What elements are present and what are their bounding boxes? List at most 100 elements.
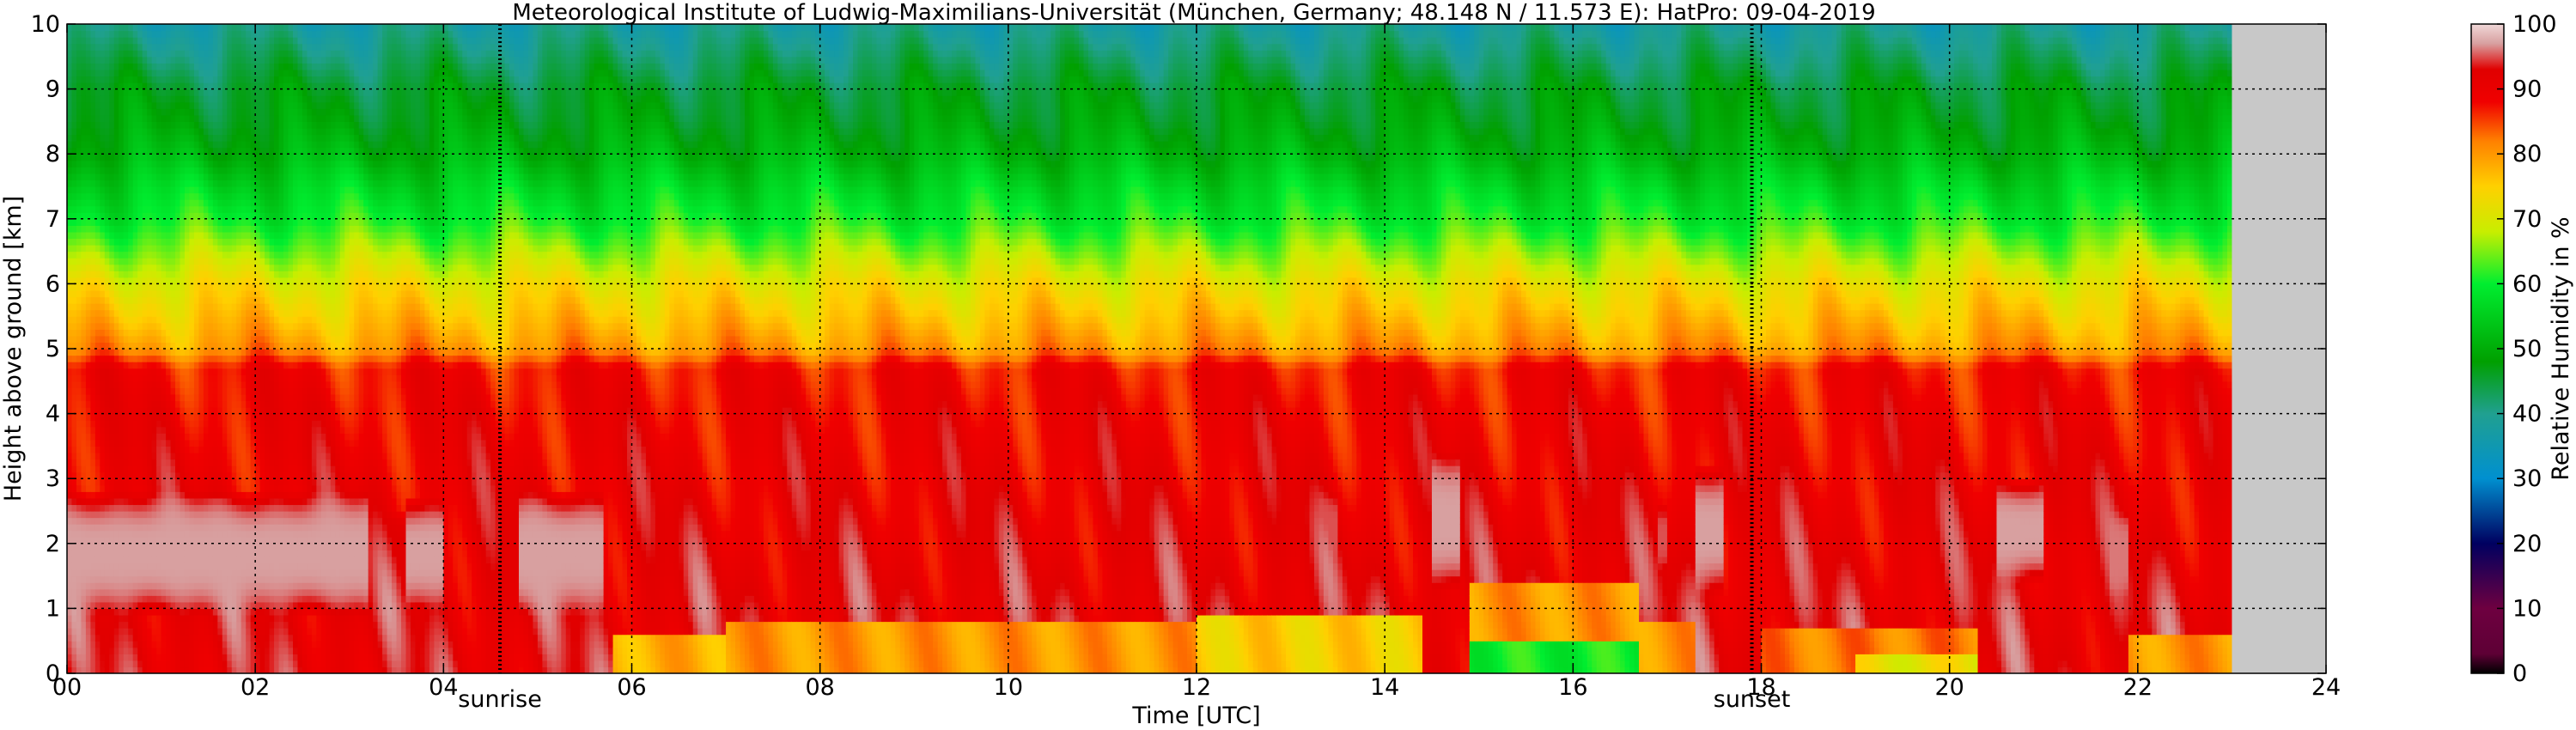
heatmap-cell	[76, 380, 82, 388]
heatmap-cell	[297, 289, 303, 298]
heatmap-cell	[151, 491, 157, 499]
heatmap-cell	[203, 621, 209, 629]
heatmap-cell	[147, 452, 153, 460]
heatmap-cell	[71, 309, 77, 317]
heatmap-cell	[203, 335, 209, 344]
heatmap-cell	[113, 511, 119, 519]
heatmap-cell	[109, 433, 115, 441]
heatmap-cell	[100, 355, 106, 362]
heatmap-cell	[222, 127, 228, 136]
heatmap-cell	[265, 37, 271, 45]
heatmap-cell	[246, 30, 252, 38]
heatmap-cell	[241, 497, 247, 506]
heatmap-cell	[236, 413, 242, 421]
heatmap-cell	[265, 251, 271, 259]
heatmap-cell	[94, 329, 100, 337]
heatmap-cell	[119, 199, 125, 207]
heatmap-cell	[104, 433, 110, 441]
heatmap-cell	[161, 134, 167, 142]
heatmap-cell	[193, 563, 200, 570]
heatmap-cell	[184, 413, 191, 421]
heatmap-cell	[128, 218, 134, 226]
heatmap-cell	[151, 575, 157, 583]
heatmap-cell	[147, 556, 153, 564]
heatmap-cell	[67, 349, 73, 356]
heatmap-cell	[278, 478, 284, 486]
heatmap-cell	[255, 121, 261, 129]
heatmap-cell	[175, 524, 181, 532]
heatmap-cell	[156, 329, 162, 337]
heatmap-cell	[142, 517, 148, 525]
heatmap-cell	[123, 575, 129, 583]
heatmap-cell	[231, 192, 237, 200]
heatmap-cell	[217, 329, 223, 337]
heatmap-cell	[137, 271, 143, 278]
heatmap-cell	[217, 582, 223, 590]
heatmap-cell	[166, 43, 172, 51]
heatmap-cell	[161, 101, 167, 109]
heatmap-cell	[198, 511, 204, 519]
heatmap-cell	[236, 368, 242, 375]
heatmap-cell	[113, 231, 119, 240]
heatmap-cell	[193, 647, 200, 654]
heatmap-cell	[132, 303, 138, 311]
heatmap-cell	[255, 258, 261, 265]
heatmap-cell	[198, 289, 204, 298]
heatmap-cell	[241, 296, 247, 304]
heatmap-cell	[259, 478, 265, 486]
heatmap-cell	[208, 225, 214, 233]
heatmap-cell	[67, 37, 73, 45]
heatmap-cell	[283, 114, 289, 122]
heatmap-cell	[274, 614, 280, 623]
heatmap-cell	[81, 88, 87, 96]
heatmap-cell	[293, 393, 299, 402]
heatmap-cell	[113, 76, 119, 83]
heatmap-cell	[132, 478, 138, 486]
heatmap-cell	[274, 101, 280, 109]
heatmap-cell	[85, 497, 91, 506]
heatmap-cell	[227, 628, 233, 636]
heatmap-cell	[222, 387, 228, 395]
heatmap-cell	[227, 491, 233, 499]
heatmap-cell	[222, 231, 228, 240]
heatmap-cell	[274, 231, 280, 240]
heatmap-cell	[278, 543, 284, 551]
heatmap-cell	[175, 199, 181, 207]
heatmap-cell	[81, 478, 87, 486]
heatmap-cell	[161, 264, 167, 271]
heatmap-cell	[142, 634, 148, 642]
heatmap-cell	[128, 433, 134, 441]
heatmap-cell	[269, 134, 275, 142]
heatmap-cell	[166, 205, 172, 213]
heatmap-cell	[142, 225, 148, 233]
heatmap-cell	[227, 647, 233, 654]
heatmap-cell	[100, 484, 106, 492]
heatmap-cell	[151, 362, 157, 369]
heatmap-cell	[222, 446, 228, 453]
heatmap-cell	[76, 238, 82, 246]
heatmap-cell	[113, 296, 119, 304]
heatmap-cell	[208, 264, 214, 271]
heatmap-cell	[166, 654, 172, 661]
heatmap-cell	[278, 24, 284, 32]
heatmap-cell	[67, 108, 73, 116]
heatmap-cell	[142, 69, 148, 77]
heatmap-cell	[109, 251, 115, 259]
heatmap-cell	[227, 121, 233, 129]
heatmap-cell	[180, 121, 186, 129]
heatmap-cell	[255, 108, 261, 116]
heatmap-cell	[90, 621, 96, 629]
heatmap-cell	[255, 446, 261, 453]
heatmap-cell	[94, 368, 100, 375]
heatmap-cell	[85, 218, 91, 226]
heatmap-cell	[137, 368, 143, 375]
heatmap-cell	[265, 127, 271, 136]
heatmap-cell	[151, 426, 157, 434]
heatmap-cell	[189, 582, 195, 590]
heatmap-cell	[81, 134, 87, 142]
heatmap-cell	[170, 595, 176, 603]
heatmap-cell	[104, 517, 110, 525]
heatmap-cell	[119, 426, 125, 434]
heatmap-cell	[76, 199, 82, 207]
heatmap-cell	[278, 101, 284, 109]
